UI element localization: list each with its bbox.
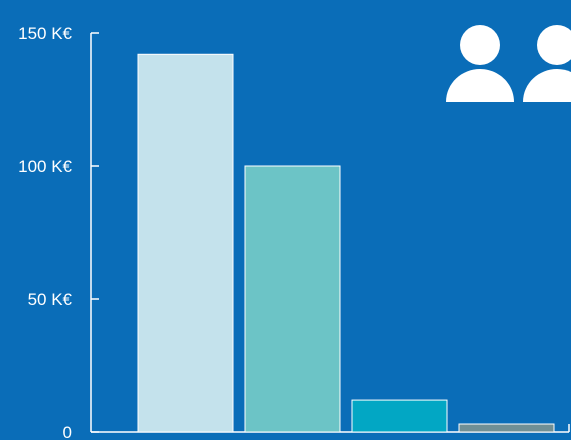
y-ticks: 0 50 K€ 100 K€ 150 K€ — [18, 24, 99, 440]
bar — [137, 53, 234, 433]
bars — [137, 53, 555, 433]
user-body-left — [446, 69, 514, 102]
bar — [244, 165, 341, 433]
y-tick-label: 150 K€ — [18, 24, 72, 43]
bar — [458, 423, 555, 433]
y-tick-label: 50 K€ — [28, 290, 73, 309]
y-tick-label: 100 K€ — [18, 157, 72, 176]
user-head-right — [537, 25, 571, 65]
bar — [351, 399, 448, 433]
y-tick-label: 0 — [63, 423, 72, 440]
user-body-right — [523, 69, 571, 102]
users-icon — [446, 25, 571, 102]
user-head-left — [460, 25, 500, 65]
